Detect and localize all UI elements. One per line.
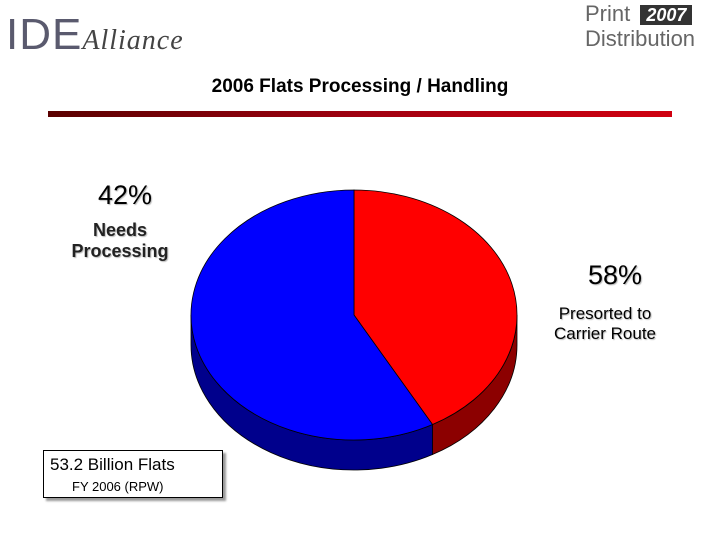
category-label: Needs Processing — [71, 220, 169, 261]
pie — [190, 189, 518, 471]
title-rule — [48, 111, 672, 117]
logo-word: Print — [585, 1, 631, 26]
category-label: Presorted to Carrier Route — [553, 304, 657, 343]
note-box: 53.2 Billion Flats FY 2006 (RPW) — [43, 450, 223, 498]
logo-right: Print 2007 Distribution — [585, 2, 695, 51]
value-label: 58% — [587, 260, 643, 290]
value-label: 42% — [97, 180, 153, 210]
logo-script: Alliance — [82, 25, 184, 56]
slice — [190, 189, 434, 441]
note-line: FY 2006 (RPW) — [72, 479, 164, 494]
logo-left: IDEAlliance — [6, 10, 184, 60]
logo-word: Distribution — [585, 26, 696, 51]
logo-year: 2007 — [640, 5, 693, 25]
note-line: 53.2 Billion Flats — [50, 455, 175, 474]
slice — [353, 189, 518, 426]
logo-main: IDE — [6, 10, 83, 59]
chart-title: 2006 Flats Processing / Handling — [211, 76, 509, 97]
